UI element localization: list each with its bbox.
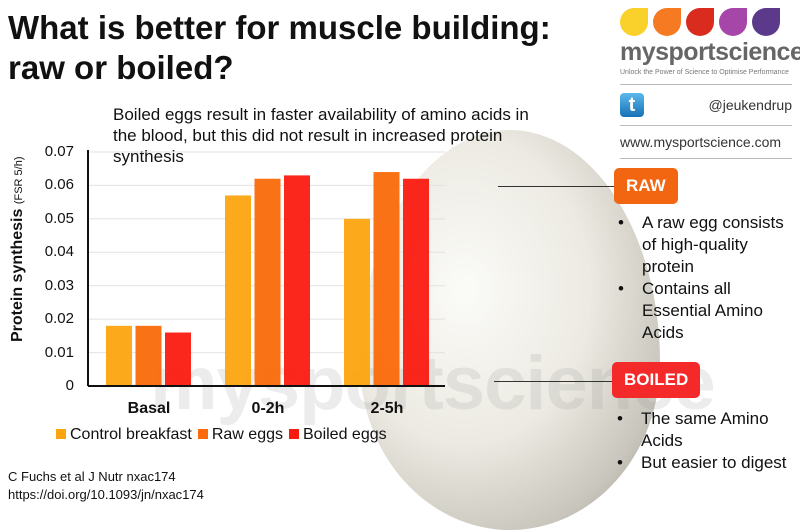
boiled-bullets: The same Amino Acids But easier to diges… (613, 408, 799, 474)
bar-0-2h-boiled-eggs (284, 175, 310, 386)
legend-swatch (197, 429, 208, 439)
y-tick-label: 0 (65, 377, 74, 394)
y-tick-label: 0.04 (44, 243, 74, 261)
twitter-icon: t (620, 93, 644, 117)
legend-item: Control breakfast (56, 426, 192, 444)
logo-drop (620, 8, 648, 36)
raw-badge: RAW (614, 168, 678, 204)
x-category-label: Basal (127, 400, 171, 417)
x-category-label: 2-5h (370, 400, 404, 417)
logo-drop (686, 8, 714, 36)
citation-doi[interactable]: https://doi.org/10.1093/jn/nxac174 (8, 487, 204, 502)
y-axis-title: Protein synthesis (9, 208, 26, 342)
bar-0-2h-control-breakfast (225, 195, 251, 386)
citation: C Fuchs et al J Nutr nxac174 https://doi… (8, 468, 204, 504)
logo-drop (752, 8, 780, 36)
brand-name: mysportscience (620, 38, 800, 66)
logo-drop (719, 8, 747, 36)
y-tick-label: 0.02 (44, 310, 74, 328)
legend-label: Control breakfast (70, 426, 192, 443)
legend-item: Raw eggs (197, 426, 283, 444)
raw-pointer-line (498, 186, 614, 187)
legend-label: Boiled eggs (303, 426, 387, 443)
bar-2-5h-raw-eggs (373, 172, 400, 386)
logo-drops (620, 8, 792, 36)
page-title: What is better for muscle building: raw … (8, 9, 551, 86)
bullet: But easier to digest (613, 452, 799, 474)
y-tick-label: 0.01 (44, 343, 74, 361)
brand-tagline: Unlock the Power of Science to Optimise … (620, 69, 789, 76)
twitter-row[interactable]: t @jeukendrup (620, 93, 792, 117)
website-link[interactable]: www.mysportscience.com (620, 134, 782, 150)
logo-panel: mysportscience Unlock the Power of Scien… (620, 8, 800, 167)
twitter-handle[interactable]: @jeukendrup (708, 97, 793, 113)
bar-Basal-control-breakfast (106, 325, 132, 386)
legend-swatch (56, 429, 66, 439)
y-axis-label: Protein synthesis (FSR 5/h) (9, 156, 27, 342)
chart-subtitle: Boiled eggs result in faster availabilit… (113, 105, 529, 166)
y-tick-label: 0.07 (44, 143, 74, 160)
y-tick-label: 0.06 (44, 176, 74, 194)
bar-2-5h-control-breakfast (344, 218, 370, 386)
divider (620, 84, 792, 85)
bar-0-2h-raw-eggs (254, 178, 281, 386)
legend: Control breakfast Raw eggs Boiled eggs (56, 426, 387, 444)
y-tick-label: 0.03 (44, 276, 74, 294)
legend-item: Boiled eggs (289, 426, 387, 444)
bullet: A raw egg consists of high-quality prote… (614, 212, 800, 278)
bar-Basal-boiled-eggs (165, 332, 191, 386)
bar-2-5h-boiled-eggs (403, 178, 429, 386)
bar-Basal-raw-eggs (135, 325, 162, 386)
legend-swatch (289, 429, 299, 439)
divider (620, 158, 792, 159)
divider (620, 125, 792, 126)
logo-drop (653, 8, 681, 36)
citation-ref: C Fuchs et al J Nutr nxac174 (8, 469, 176, 484)
y-axis-unit: (FSR 5/h) (13, 156, 25, 205)
bullet: The same Amino Acids (613, 408, 799, 452)
x-category-label: 0-2h (251, 400, 285, 417)
y-tick-label: 0.05 (44, 209, 74, 227)
raw-bullets: A raw egg consists of high-quality prote… (614, 212, 800, 344)
boiled-badge: BOILED (612, 362, 701, 398)
legend-label: Raw eggs (211, 426, 283, 443)
bullet: Contains all Essential Amino Acids (614, 278, 800, 344)
boiled-pointer-line (494, 381, 612, 382)
